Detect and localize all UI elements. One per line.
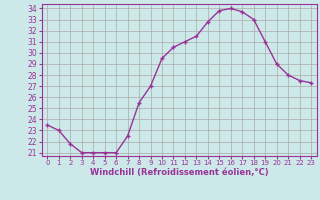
X-axis label: Windchill (Refroidissement éolien,°C): Windchill (Refroidissement éolien,°C): [90, 168, 268, 177]
